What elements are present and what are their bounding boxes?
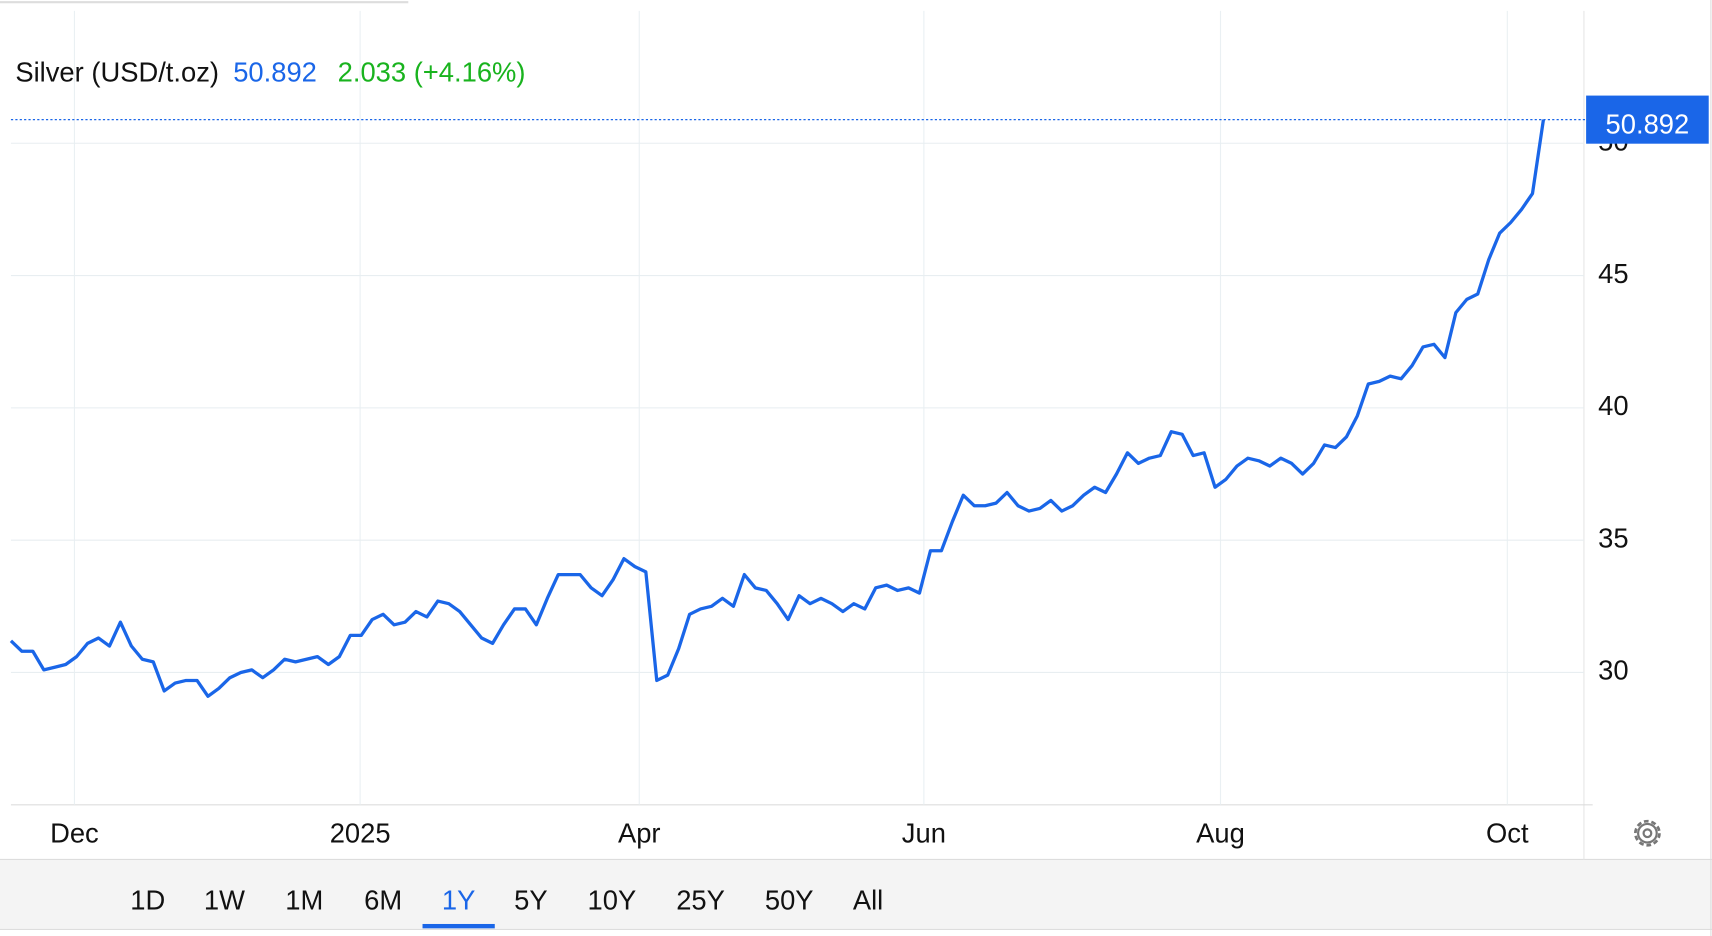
- period-button[interactable]: 1M: [285, 884, 323, 915]
- header-change: 2.033 (+4.16%): [338, 57, 526, 88]
- plot: 50.892: [9, 95, 1709, 698]
- x-tick-label: Apr: [618, 818, 661, 849]
- period-button[interactable]: 1Y: [442, 884, 475, 915]
- chart-header: Silver (USD/t.oz) 50.892 2.033 (+4.16%): [15, 57, 525, 88]
- x-tick-label: Jun: [902, 818, 946, 849]
- last-price-label: 50.892: [1606, 108, 1690, 139]
- gear-teeth: [1634, 819, 1661, 847]
- y-tick-label: 30: [1598, 655, 1628, 686]
- price-line: [9, 119, 1546, 698]
- last-price-box: [1586, 95, 1709, 144]
- period-button[interactable]: 25Y: [676, 884, 725, 915]
- period-button[interactable]: All: [853, 884, 883, 915]
- chart-title: Silver (USD/t.oz): [15, 57, 219, 88]
- period-active-underline: [422, 923, 495, 929]
- y-tick-label: 45: [1598, 258, 1628, 289]
- y-tick-label: 40: [1598, 390, 1628, 421]
- period-button[interactable]: 5Y: [514, 884, 547, 915]
- gear-body: [1637, 822, 1658, 844]
- x-tick-label: Dec: [50, 818, 99, 849]
- y-tick-label: 35: [1598, 522, 1628, 553]
- period-bar: [0, 859, 1712, 930]
- period-button[interactable]: 50Y: [765, 884, 814, 915]
- header-price: 50.892: [233, 57, 317, 88]
- x-tick-label: Aug: [1196, 818, 1245, 849]
- period-button[interactable]: 6M: [364, 884, 402, 915]
- x-tick-label: Oct: [1486, 818, 1529, 849]
- settings-icon[interactable]: [1634, 819, 1661, 847]
- gear-hub: [1642, 828, 1653, 839]
- period-button[interactable]: 1W: [204, 884, 245, 915]
- x-tick-label: 2025: [330, 818, 391, 849]
- period-button[interactable]: 1D: [130, 884, 165, 915]
- period-button[interactable]: 10Y: [588, 884, 637, 915]
